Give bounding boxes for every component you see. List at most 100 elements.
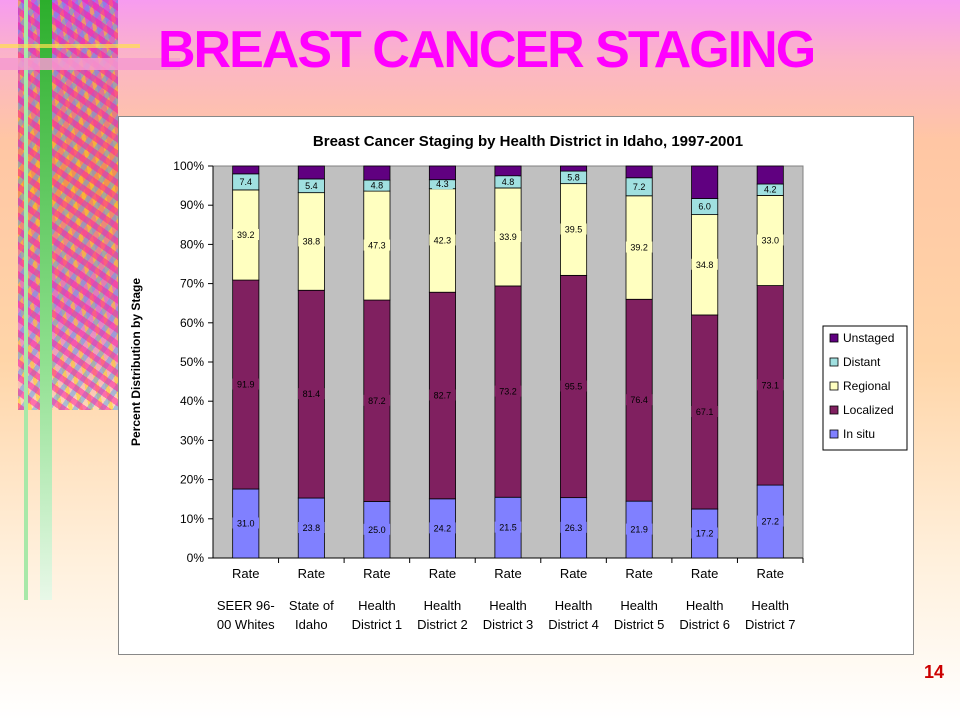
data-label-background xyxy=(563,171,584,183)
x-tick-label: District 4 xyxy=(548,617,599,632)
legend-swatch xyxy=(829,357,839,367)
data-label: 33.9 xyxy=(499,232,517,242)
data-label-background xyxy=(691,405,718,417)
x-tick-label: Rate xyxy=(232,566,259,581)
data-label-background xyxy=(694,200,716,212)
x-tick-label: Health xyxy=(489,598,527,613)
data-label: 7.4 xyxy=(240,177,253,187)
x-tick-label: District 6 xyxy=(679,617,730,632)
data-label-background xyxy=(560,223,587,235)
x-tick-label: Rate xyxy=(494,566,521,581)
chart-title: Breast Cancer Staging by Health District… xyxy=(313,133,743,150)
y-tick-label: 0% xyxy=(187,551,205,565)
data-label: 24.2 xyxy=(434,523,452,533)
bar-segment-unstaged xyxy=(297,165,325,180)
bar-segment-unstaged xyxy=(756,165,784,185)
y-tick-label: 20% xyxy=(180,473,204,487)
x-tick-label: 00 Whites xyxy=(217,617,275,632)
data-label-background xyxy=(691,258,718,270)
x-tick-label: Health xyxy=(555,598,593,613)
data-label: 82.7 xyxy=(434,391,452,401)
data-label-background xyxy=(757,515,784,527)
stacked-bar-chart: Breast Cancer Staging by Health District… xyxy=(129,133,908,632)
data-label-background xyxy=(494,230,522,242)
y-tick-label: 30% xyxy=(180,433,204,447)
slide-title: BREAST CANCER STAGING xyxy=(158,21,816,79)
x-tick-label: District 2 xyxy=(417,617,468,632)
data-label-background xyxy=(429,389,456,401)
y-tick-label: 40% xyxy=(180,394,204,408)
data-label: 5.8 xyxy=(567,172,580,182)
data-label: 33.0 xyxy=(761,235,779,245)
data-label: 17.2 xyxy=(696,529,714,539)
chart-container: Breast Cancer Staging by Health District… xyxy=(118,116,914,655)
data-label: 27.2 xyxy=(761,517,779,527)
y-tick-label: 60% xyxy=(180,316,204,330)
data-label: 39.2 xyxy=(630,243,648,253)
data-label: 38.8 xyxy=(303,236,321,246)
legend-swatch xyxy=(829,429,839,439)
data-label: 67.1 xyxy=(696,407,714,417)
legend-swatch xyxy=(829,333,839,343)
data-label: 23.8 xyxy=(303,523,321,533)
x-tick-label: Health xyxy=(620,598,658,613)
x-tick-label: SEER 96- xyxy=(217,598,275,613)
x-tick-label: Health xyxy=(424,598,462,613)
decorative-stripe xyxy=(40,0,52,600)
y-tick-label: 90% xyxy=(180,198,204,212)
x-tick-label: Rate xyxy=(429,566,456,581)
data-label: 7.2 xyxy=(633,182,646,192)
data-label: 4.3 xyxy=(436,179,449,189)
data-label: 4.2 xyxy=(764,185,777,195)
data-label-background xyxy=(363,523,391,535)
decorative-stripe xyxy=(0,58,180,70)
data-label-background xyxy=(429,234,456,246)
x-tick-label: Rate xyxy=(625,566,652,581)
data-label-background xyxy=(363,394,391,406)
data-label-background xyxy=(628,180,650,192)
page-number: 14 xyxy=(924,662,945,682)
data-label: 5.4 xyxy=(305,181,318,191)
bar-segment-unstaged xyxy=(691,165,719,199)
data-label: 26.3 xyxy=(565,523,583,533)
data-label-background xyxy=(235,175,257,187)
data-label-background xyxy=(494,385,522,397)
bar-segment-unstaged xyxy=(428,165,456,181)
y-tick-label: 10% xyxy=(180,512,204,526)
x-tick-label: Health xyxy=(751,598,789,613)
data-label: 21.9 xyxy=(630,525,648,535)
y-tick-label: 100% xyxy=(173,159,204,173)
data-label-background xyxy=(625,394,653,406)
legend-label: In situ xyxy=(843,427,875,441)
x-tick-label: Rate xyxy=(756,566,783,581)
data-label-background xyxy=(300,179,322,191)
bar-segment-unstaged xyxy=(560,165,588,172)
bar-segment-unstaged xyxy=(363,165,391,181)
data-label: 39.5 xyxy=(565,225,583,235)
legend-swatch xyxy=(829,405,839,415)
data-label-background xyxy=(232,517,259,529)
data-label-background xyxy=(560,380,587,392)
x-tick-label: District 1 xyxy=(352,617,403,632)
x-tick-label: Idaho xyxy=(295,617,328,632)
data-label: 87.2 xyxy=(368,396,386,406)
decorative-stripe xyxy=(24,0,28,600)
x-tick-label: Rate xyxy=(691,566,718,581)
data-label-background xyxy=(232,378,259,390)
data-label-background xyxy=(560,521,587,533)
data-label: 34.8 xyxy=(696,260,714,270)
x-tick-label: Rate xyxy=(560,566,587,581)
data-label-background xyxy=(432,178,453,190)
legend-label: Distant xyxy=(843,355,881,369)
bar-segment-unstaged xyxy=(232,165,260,175)
x-tick-label: Rate xyxy=(363,566,390,581)
data-label: 39.2 xyxy=(237,230,255,240)
data-label-background xyxy=(494,521,522,533)
data-label-background xyxy=(298,235,325,247)
x-tick-label: Rate xyxy=(298,566,325,581)
bar-segment-unstaged xyxy=(625,165,653,179)
legend-label: Unstaged xyxy=(843,331,894,345)
x-tick-label: Health xyxy=(686,598,724,613)
data-label: 76.4 xyxy=(630,395,648,405)
data-label-background xyxy=(366,179,388,191)
